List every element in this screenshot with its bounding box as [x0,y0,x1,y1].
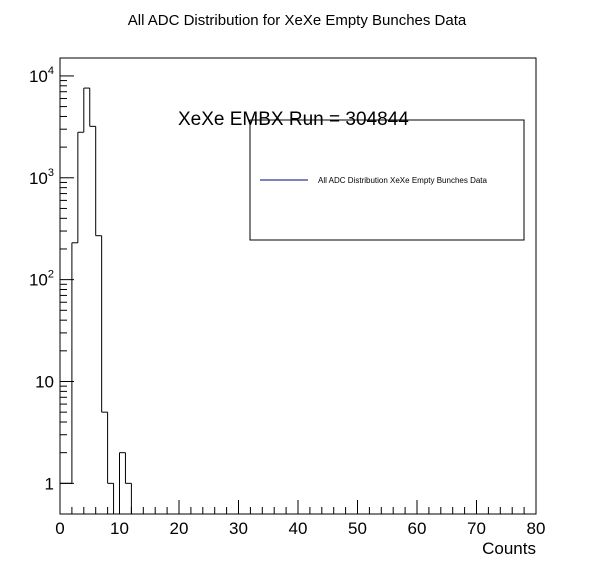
x-tick-label: 50 [348,519,367,538]
x-axis: 0 10 20 30 40 50 60 70 80 [55,500,545,538]
y-tick-label: 10 [35,372,54,391]
legend-entry: All ADC Distribution XeXe Empty Bunches … [318,176,488,185]
legend-box [249,119,525,241]
x-tick-label: 70 [467,519,486,538]
x-tick-label: 20 [170,519,189,538]
x-tick-label: 80 [527,519,546,538]
y-tick-label: 1 [45,474,54,493]
x-tick-label: 30 [229,519,248,538]
histogram-layer [59,87,138,515]
x-tick-label: 0 [55,519,64,538]
y-tick-label: 103 [29,167,54,188]
y-tick-label: 102 [29,269,54,290]
x-tick-label: 10 [110,519,129,538]
x-tick-label: 40 [289,519,308,538]
x-tick-label: 60 [408,519,427,538]
chart-title: All ADC Distribution for XeXe Empty Bunc… [128,12,467,29]
y-axis: 1 10 102 103 104 [29,65,74,493]
x-axis-title: Counts [482,539,536,558]
y-tick-label: 104 [29,65,54,86]
legend: All ADC Distribution XeXe Empty Bunches … [249,119,525,241]
